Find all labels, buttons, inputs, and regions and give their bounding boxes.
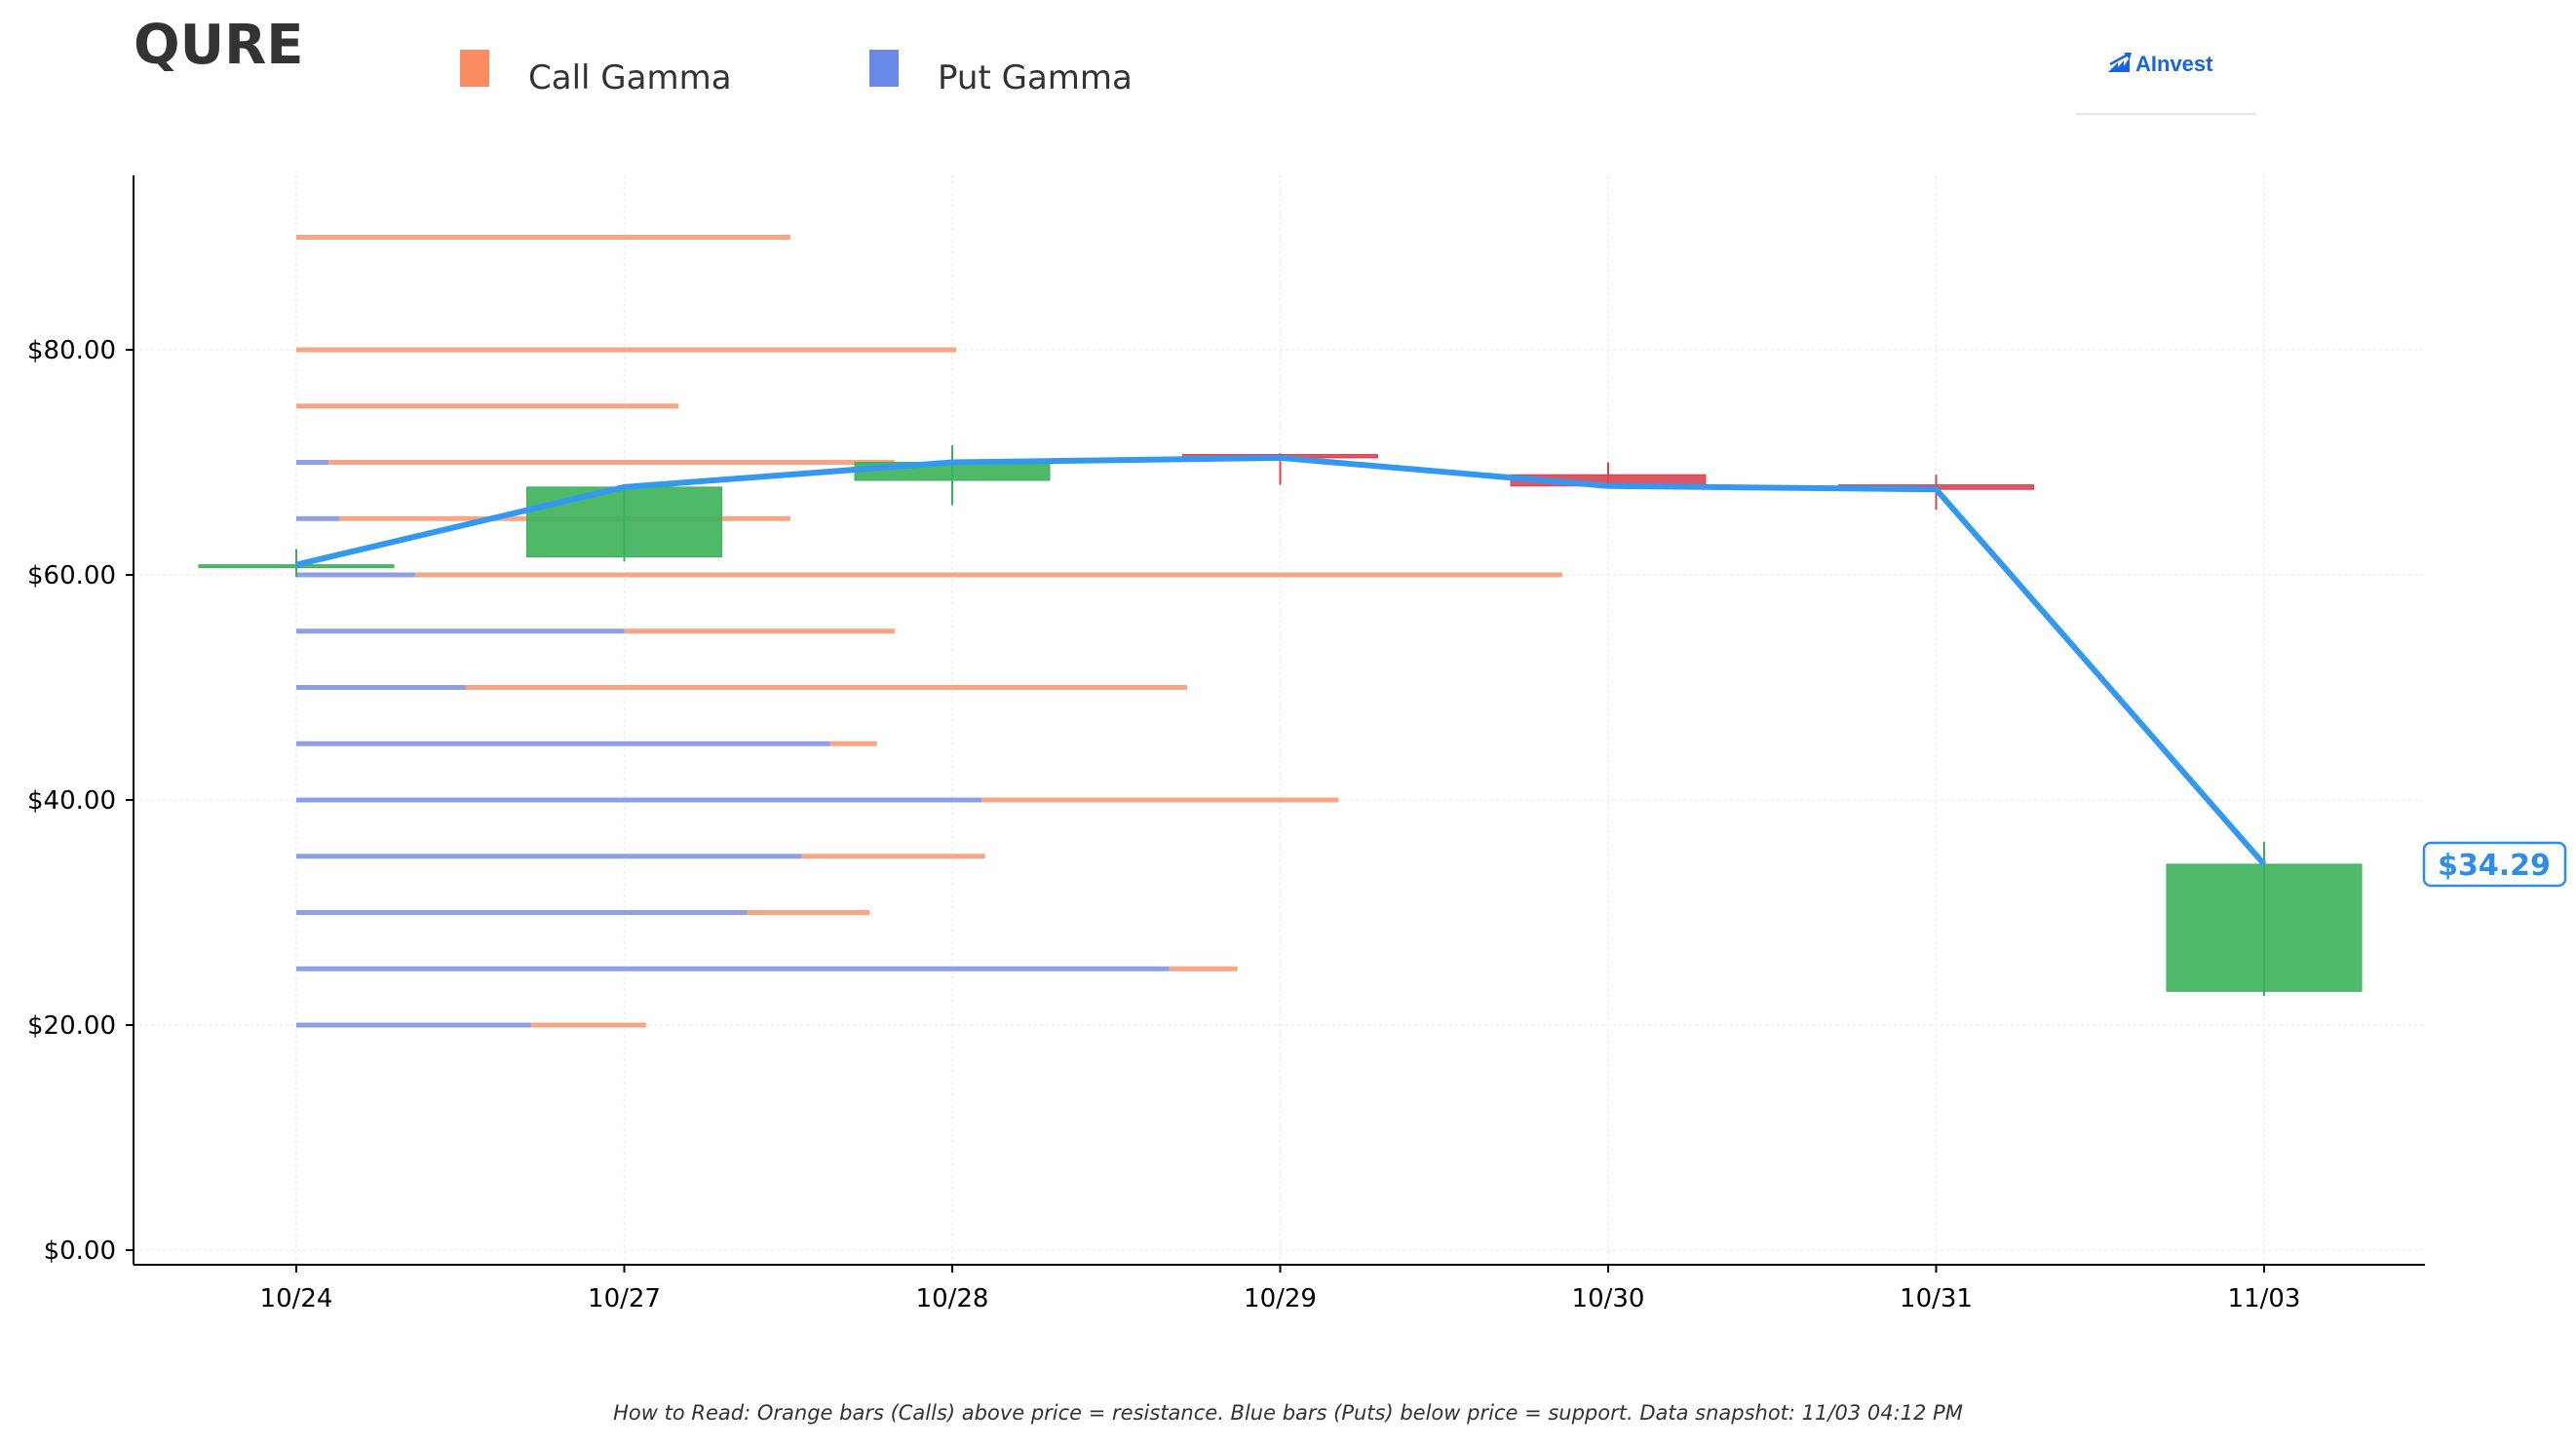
call-gamma-bar	[801, 854, 985, 859]
call-gamma-swatch	[460, 50, 489, 87]
legend-item-put-gamma[interactable]: Put Gamma	[869, 39, 1133, 97]
y-tick-label: $20.00	[27, 1011, 116, 1041]
x-tick-label: 10/27	[588, 1284, 661, 1313]
legend-label-call-gamma: Call Gamma	[528, 58, 732, 97]
last-price-tag-box	[2422, 841, 2567, 888]
call-gamma-bar	[328, 460, 896, 465]
y-tick-label: $60.00	[27, 561, 116, 590]
gamma-bars-layer	[296, 235, 1562, 1028]
y-tick-label: $80.00	[27, 336, 116, 365]
ticker-title: QURE	[134, 14, 304, 77]
candle-body	[2166, 863, 2363, 992]
x-tick-label: 11/03	[2228, 1284, 2301, 1313]
put-gamma-bar	[296, 797, 981, 803]
legend-item-call-gamma[interactable]: Call Gamma	[460, 39, 732, 97]
footnote: How to Read: Orange bars (Calls) above p…	[613, 1401, 1963, 1425]
put-gamma-bar	[296, 966, 1170, 971]
call-gamma-bar	[1169, 966, 1238, 971]
put-gamma-bar	[296, 460, 329, 465]
x-tick-label: 10/24	[260, 1284, 333, 1313]
put-gamma-bar	[296, 854, 801, 859]
call-gamma-bar	[465, 685, 1187, 690]
brand-logo[interactable]: AInvest	[2076, 39, 2256, 115]
call-gamma-bar	[415, 572, 1562, 578]
legend-label-put-gamma: Put Gamma	[938, 58, 1133, 97]
grid-layer	[134, 175, 2425, 1265]
x-tick-label: 10/30	[1572, 1284, 1645, 1313]
put-gamma-swatch	[869, 50, 899, 87]
call-gamma-bar	[296, 347, 957, 353]
put-gamma-bar	[296, 910, 748, 915]
y-tick-label: $40.00	[27, 786, 116, 816]
x-tick-label: 10/29	[1244, 1284, 1317, 1313]
call-gamma-bar	[624, 628, 896, 634]
y-tick-label: $0.00	[44, 1237, 116, 1266]
brand-chart-icon	[2108, 53, 2132, 72]
call-gamma-bar	[747, 910, 870, 915]
candle-body	[198, 564, 395, 569]
call-gamma-bar	[530, 1022, 646, 1028]
gamma-candlestick-chart: $0.00 $20.00 $40.00 $60.00 $80.00 10/24 10/27 1…	[27, 175, 2567, 1313]
put-gamma-bar	[296, 572, 416, 578]
call-gamma-bar	[296, 235, 790, 240]
candle-body	[526, 486, 722, 558]
price-line	[295, 454, 2267, 866]
put-gamma-bar	[296, 1022, 531, 1028]
x-tick-label: 10/28	[916, 1284, 989, 1313]
put-gamma-bar	[296, 685, 466, 690]
axes-layer: $0.00 $20.00 $40.00 $60.00 $80.00 10/24 10/27 1…	[27, 175, 2425, 1313]
call-gamma-bar	[981, 797, 1339, 803]
x-tick-label: 10/31	[1900, 1284, 1973, 1313]
put-gamma-bar	[296, 515, 340, 521]
last-price-tag-label: $34.29	[2438, 849, 2551, 883]
put-gamma-bar	[296, 741, 830, 746]
brand-name: AInvest	[2135, 52, 2213, 76]
call-gamma-bar	[829, 741, 877, 746]
put-gamma-bar	[296, 628, 625, 634]
price-line-layer	[295, 454, 2267, 866]
price-tag-layer: $34.29	[2422, 841, 2567, 888]
call-gamma-bar	[296, 403, 679, 409]
